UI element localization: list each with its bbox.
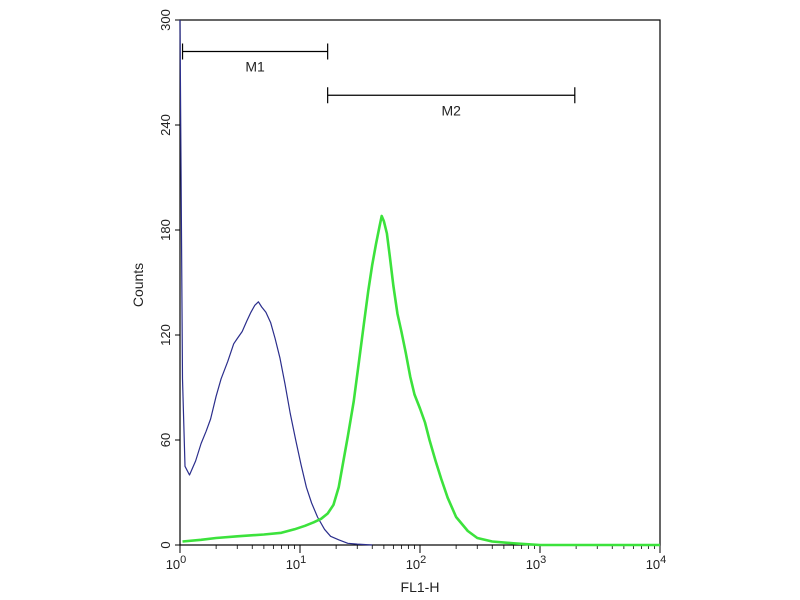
- plot-frame-group: [179, 19, 661, 546]
- marker-label: M2: [442, 102, 462, 118]
- x-tick-exponent: 2: [420, 554, 426, 566]
- x-tick-base: 10: [526, 557, 540, 572]
- x-tick-base: 10: [286, 557, 300, 572]
- x-tick-exponent: 1: [300, 554, 306, 566]
- y-axis-title: Counts: [130, 263, 146, 307]
- marker-layer: M1 M2: [181, 43, 576, 118]
- x-tick-label: 102: [406, 554, 427, 572]
- x-axis: 100 101 102 103 104: [166, 545, 667, 572]
- y-tick-label: 120: [158, 324, 173, 346]
- x-tick-base: 10: [406, 557, 420, 572]
- y-tick-label: 60: [158, 433, 173, 447]
- x-tick-label: 103: [526, 554, 547, 572]
- x-tick-label: 101: [286, 554, 307, 572]
- series-line-sample: [182, 214, 660, 547]
- x-tick-exponent: 0: [180, 554, 186, 566]
- marker-label: M1: [245, 59, 265, 75]
- x-axis-title: FL1-H: [401, 579, 440, 595]
- x-tick-base: 10: [166, 557, 180, 572]
- y-tick-label: 240: [158, 114, 173, 136]
- x-tick-label: 100: [166, 554, 187, 572]
- y-tick-label: 0: [158, 541, 173, 548]
- y-tick-label: 180: [158, 219, 173, 241]
- series-layer: [179, 19, 660, 547]
- plot-frame: [179, 19, 661, 546]
- x-tick-exponent: 4: [660, 554, 666, 566]
- x-tick-exponent: 3: [540, 554, 546, 566]
- y-tick-label: 300: [158, 9, 173, 31]
- x-tick-label: 104: [646, 554, 667, 572]
- x-tick-base: 10: [646, 557, 660, 572]
- y-axis: 0 60 120 180 240 300: [158, 9, 180, 549]
